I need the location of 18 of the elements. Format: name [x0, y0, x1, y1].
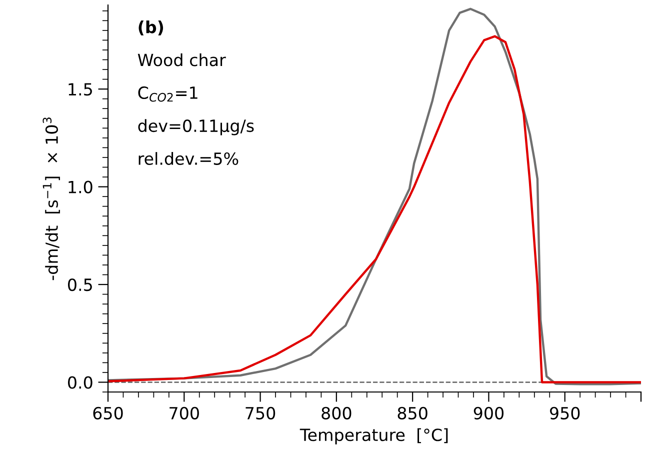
annotation: dev=0.11µg/s — [138, 119, 254, 136]
y-axis-title: -dm/dt [s$^{−1}$] × 10$^{3}$ — [42, 118, 60, 280]
x-tick-label: 850 — [398, 406, 428, 420]
x-tick-label: 900 — [474, 406, 504, 420]
x-axis-title: Temperature [°C] — [300, 428, 448, 444]
y-tick-label: 1.0 — [68, 180, 92, 194]
annotation: Wood char — [138, 53, 226, 66]
x-tick-label: 700 — [170, 406, 199, 420]
annotation: rel.dev.=5% — [138, 152, 238, 165]
x-tick-label: 950 — [550, 406, 580, 420]
annotation: (b) — [138, 20, 164, 36]
x-tick-label: 800 — [322, 406, 352, 420]
x-tick-label: 650 — [93, 406, 123, 420]
y-tick-label: 1.5 — [68, 83, 92, 96]
y-tick-label: 0.5 — [68, 278, 92, 292]
x-tick-label: 750 — [246, 406, 276, 420]
y-tick-label: 0.0 — [68, 376, 92, 389]
annotation: C$_{CO2}$=1 — [138, 86, 198, 102]
